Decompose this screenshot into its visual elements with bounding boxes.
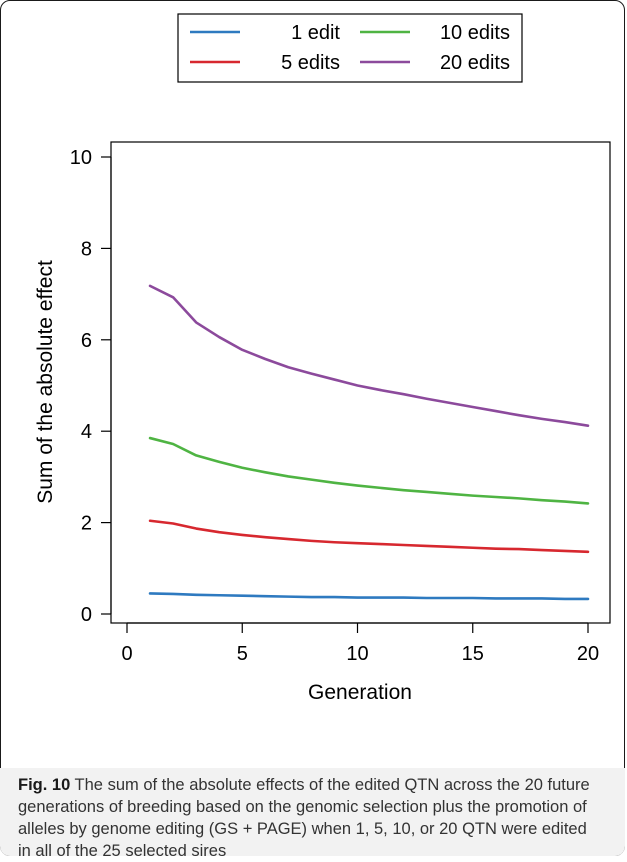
y-tick-label: 0 [81, 604, 92, 626]
x-tick-label: 10 [346, 643, 368, 665]
y-tick-label: 2 [81, 513, 92, 535]
legend-label-2: 5 edits [281, 52, 340, 74]
line-chart: 1 edit 5 edits 10 edits 20 edits 0 5 10 15 20 0 2… [34, 13, 611, 704]
x-tick-label: 15 [462, 643, 484, 665]
series-line-3 [148, 436, 590, 505]
caption-background [0, 768, 625, 856]
legend-label-3: 10 edits [440, 22, 510, 44]
y-tick-label: 4 [81, 421, 92, 443]
legend-label-4: 20 edits [440, 52, 510, 74]
series-line-2 [148, 519, 590, 554]
x-tick-label: 0 [121, 643, 132, 665]
figure-caption: Fig. 10 The sum of the absolute effects … [18, 774, 598, 862]
x-tick-label: 20 [577, 643, 599, 665]
axes: 0 5 10 15 20 0 2 4 6 8 10 [70, 147, 599, 665]
y-axis-label: Sum of the absolute effect [34, 260, 57, 504]
x-axis-label: Generation [308, 681, 412, 704]
caption-label: Fig. 10 [18, 776, 71, 794]
x-tick-label: 5 [237, 643, 248, 665]
y-tick-label: 6 [81, 330, 92, 352]
series-group [148, 284, 590, 601]
y-tick-label: 10 [70, 147, 92, 169]
legend-label-1: 1 edit [291, 22, 340, 44]
legend-box [177, 13, 523, 83]
series-line-1 [148, 592, 590, 601]
legend: 1 edit 5 edits 10 edits 20 edits [190, 22, 510, 74]
caption-text: The sum of the absolute effects of the e… [18, 776, 590, 860]
y-tick-label: 8 [81, 238, 92, 260]
series-line-4 [148, 284, 590, 428]
